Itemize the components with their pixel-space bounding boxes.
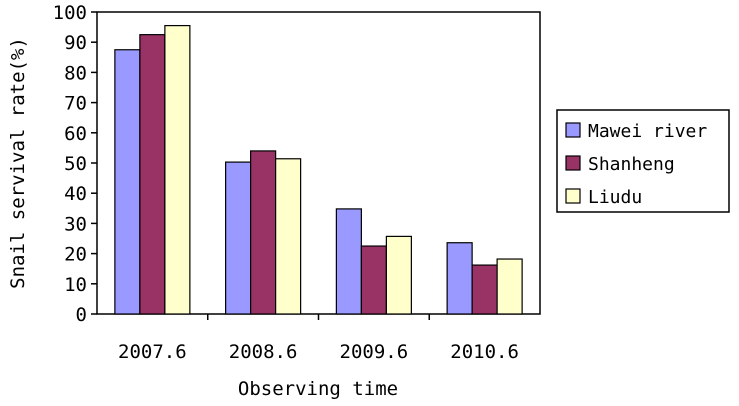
bar-mawei-river-2009.6 — [335, 208, 362, 315]
legend-swatch — [565, 122, 581, 138]
x-axis-title: Observing time — [238, 378, 398, 400]
y-tick-label: 30 — [64, 213, 87, 235]
bar-liudu-2009.6 — [385, 235, 412, 315]
bar-liudu-2008.6 — [275, 158, 302, 315]
y-tick-label: 40 — [64, 183, 87, 205]
y-tick-label: 0 — [76, 304, 87, 326]
bar-shanheng-2010.6 — [471, 264, 498, 315]
y-tick-label: 10 — [64, 274, 87, 296]
y-tick-label: 50 — [64, 153, 87, 175]
bar-shanheng-2008.6 — [250, 150, 277, 315]
x-tick-label: 2007.6 — [118, 341, 187, 363]
y-tick-label: 100 — [53, 2, 87, 24]
y-tick-label: 70 — [64, 93, 87, 115]
y-tick-label: 80 — [64, 62, 87, 84]
bar-mawei-river-2007.6 — [114, 49, 141, 315]
y-axis-ticks: 0 10 20 30 40 50 60 70 80 90 100 — [53, 2, 97, 326]
legend-box — [556, 109, 730, 213]
bar-series — [114, 24, 523, 315]
legend-swatch — [565, 155, 581, 171]
bar-liudu-2010.6 — [496, 258, 523, 315]
legend-label: Liudu — [588, 187, 642, 208]
legend-swatch — [565, 188, 581, 204]
x-tick-label: 2010.6 — [450, 341, 519, 363]
y-tick-label: 90 — [64, 32, 87, 54]
legend-items: Mawei river Shanheng Liudu — [565, 121, 707, 208]
x-tick-label: 2009.6 — [340, 341, 409, 363]
x-tick-label: 2008.6 — [229, 341, 298, 363]
y-tick-label: 60 — [64, 123, 87, 145]
bar-shanheng-2007.6 — [139, 34, 166, 315]
legend-label: Shanheng — [588, 154, 675, 175]
y-tick-label: 20 — [64, 244, 87, 266]
bar-mawei-river-2008.6 — [225, 161, 252, 315]
bar-liudu-2007.6 — [164, 24, 191, 315]
y-axis-title: Snail servival rate(%) — [7, 37, 29, 289]
bar-mawei-river-2010.6 — [446, 242, 473, 315]
legend: Mawei river Shanheng Liudu — [556, 109, 730, 213]
x-axis-ticks: 2007.6 2008.6 2009.6 2010.6 — [118, 314, 519, 363]
bar-shanheng-2009.6 — [360, 245, 387, 315]
legend-label: Mawei river — [588, 121, 707, 142]
